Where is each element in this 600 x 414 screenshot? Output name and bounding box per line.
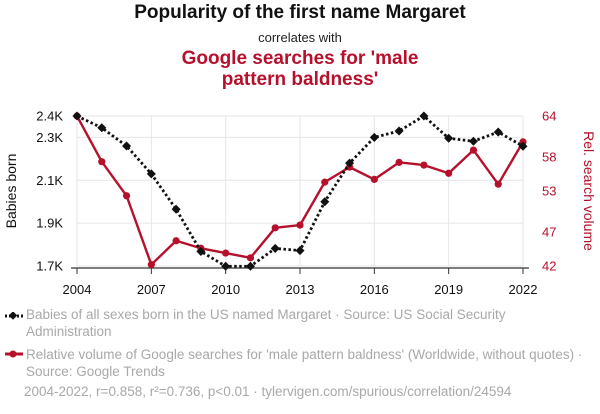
series2-point bbox=[271, 224, 279, 232]
series1-point bbox=[444, 133, 454, 143]
legend-series2-label: Relative volume of Google searches for '… bbox=[26, 347, 583, 379]
series2-point bbox=[296, 221, 304, 229]
y-left-tick-label: 2.4K bbox=[36, 109, 63, 124]
series1-point bbox=[394, 126, 404, 136]
y-left-tick-label: 2.1K bbox=[36, 173, 63, 188]
series2-point bbox=[246, 254, 255, 262]
series1-point bbox=[468, 136, 478, 146]
y-left-tick-label: 2.3K bbox=[36, 130, 63, 145]
series2-point bbox=[147, 261, 155, 269]
x-tick-label: 2022 bbox=[509, 282, 538, 297]
series1-point bbox=[245, 261, 255, 271]
series1-point bbox=[345, 158, 355, 168]
series1-point bbox=[97, 123, 107, 133]
x-tick-label: 2010 bbox=[211, 282, 240, 297]
series2-point bbox=[98, 158, 106, 166]
x-tick-label: 2007 bbox=[137, 282, 166, 297]
series1-point bbox=[320, 197, 330, 207]
series2-point bbox=[222, 249, 230, 257]
chart-subtitle: correlates with bbox=[258, 30, 342, 45]
series1-point bbox=[72, 111, 82, 121]
line-chart: 1.7K 1.9K 2.1K 2.3K 2.4K 2004 2007 2010 2013 2016… bbox=[3, 109, 597, 298]
series1-point bbox=[122, 141, 132, 151]
series1-point bbox=[196, 246, 206, 256]
y-right-tick-label: 64 bbox=[542, 109, 556, 124]
series2-point bbox=[370, 175, 378, 184]
legend-marker-series2 bbox=[5, 350, 23, 358]
series2-point bbox=[172, 237, 180, 245]
series1-point bbox=[171, 204, 181, 214]
y-right-tick-label: 42 bbox=[542, 259, 556, 274]
chart-title: Popularity of the first name Margaret bbox=[134, 2, 466, 23]
series2-point bbox=[122, 192, 131, 200]
series1-point bbox=[221, 261, 231, 271]
chart-title-secondary: Google searches for 'male pattern baldne… bbox=[181, 48, 419, 90]
x-tick-label: 2013 bbox=[286, 282, 315, 297]
y-left-axis-label: Babies born bbox=[3, 154, 19, 229]
footer-stats: 2004-2022, r=0.858, r²=0.736, p<0.01 · t… bbox=[24, 384, 512, 399]
series1-point bbox=[146, 169, 156, 179]
y-right-tick-label: 47 bbox=[542, 224, 556, 239]
y-right-axis-label: Rel. search volume bbox=[581, 131, 597, 251]
y-right-tick-label: 53 bbox=[542, 184, 556, 199]
series1-point bbox=[369, 132, 379, 142]
x-tick-label: 2016 bbox=[360, 282, 389, 297]
x-tick-label: 2019 bbox=[434, 282, 463, 297]
series2-point bbox=[494, 180, 502, 188]
legend-marker-series1 bbox=[5, 312, 23, 320]
series2-point bbox=[420, 161, 428, 169]
y-left-tick-label: 1.7K bbox=[36, 259, 63, 274]
series1-point bbox=[419, 111, 429, 121]
x-tick-label: 2004 bbox=[63, 282, 92, 297]
series2-point bbox=[445, 169, 453, 177]
y-right-tick-label: 58 bbox=[542, 149, 556, 164]
legend-series1-label: Babies of all sexes born in the US named… bbox=[26, 307, 506, 339]
y-left-tick-label: 1.9K bbox=[36, 216, 63, 231]
series2-point bbox=[469, 146, 478, 154]
series2-point bbox=[321, 178, 329, 186]
series2-point bbox=[395, 158, 403, 166]
